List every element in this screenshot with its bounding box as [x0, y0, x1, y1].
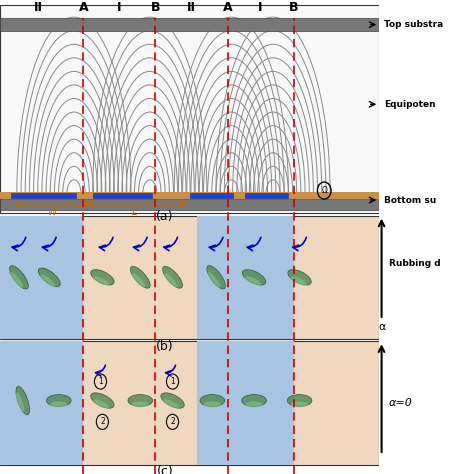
Ellipse shape	[10, 272, 23, 288]
Text: 1: 1	[170, 377, 175, 386]
Ellipse shape	[208, 272, 220, 288]
Ellipse shape	[207, 265, 226, 289]
Ellipse shape	[128, 394, 153, 407]
Bar	[0, 341, 379, 465]
Text: A: A	[223, 1, 232, 14]
Ellipse shape	[93, 400, 109, 409]
Text: I: I	[257, 1, 262, 14]
Ellipse shape	[164, 273, 177, 288]
Text: A: A	[79, 1, 88, 14]
Ellipse shape	[246, 401, 263, 407]
Ellipse shape	[163, 266, 182, 288]
Ellipse shape	[287, 394, 312, 407]
Bar	[0, 18, 379, 31]
Text: 2: 2	[170, 418, 175, 426]
Bar	[0, 199, 379, 210]
Text: B: B	[151, 1, 160, 14]
Bar	[197, 341, 294, 465]
Text: 1: 1	[98, 377, 103, 386]
Ellipse shape	[130, 266, 150, 288]
Ellipse shape	[204, 401, 221, 407]
Bar	[93, 193, 152, 198]
Ellipse shape	[16, 392, 24, 412]
Text: Rubbing d: Rubbing d	[389, 259, 440, 267]
Bar	[0, 216, 83, 339]
Ellipse shape	[291, 276, 307, 285]
Text: B: B	[289, 1, 299, 14]
Bar	[0, 341, 83, 465]
Text: Ω: Ω	[321, 186, 327, 195]
Text: (b): (b)	[156, 340, 174, 353]
Bar	[245, 193, 288, 198]
Ellipse shape	[16, 386, 29, 415]
Text: Equipoten: Equipoten	[384, 100, 436, 109]
Text: L: L	[132, 207, 137, 217]
Ellipse shape	[245, 276, 261, 285]
Ellipse shape	[291, 401, 308, 407]
Text: II: II	[34, 1, 42, 14]
Ellipse shape	[46, 394, 71, 407]
Text: I: I	[117, 1, 122, 14]
Ellipse shape	[132, 401, 149, 407]
Ellipse shape	[288, 270, 311, 285]
Text: W: W	[47, 207, 57, 217]
Bar	[197, 216, 294, 339]
Ellipse shape	[50, 401, 67, 407]
Text: (a): (a)	[156, 210, 173, 223]
Bar	[190, 193, 233, 198]
Ellipse shape	[38, 268, 60, 287]
Text: (c): (c)	[156, 465, 173, 474]
Ellipse shape	[40, 274, 55, 287]
Ellipse shape	[161, 393, 184, 408]
Bar	[11, 193, 76, 198]
Ellipse shape	[242, 394, 266, 407]
Ellipse shape	[93, 276, 109, 285]
Bar	[0, 5, 379, 213]
Text: α=0: α=0	[389, 398, 412, 408]
Ellipse shape	[164, 400, 180, 409]
Ellipse shape	[132, 273, 145, 288]
Bar	[0, 192, 379, 199]
Text: α: α	[378, 322, 385, 332]
Ellipse shape	[91, 393, 114, 408]
Ellipse shape	[9, 265, 28, 289]
Ellipse shape	[200, 394, 225, 407]
Ellipse shape	[91, 270, 114, 285]
Bar	[0, 216, 379, 339]
Text: Bottom su: Bottom su	[384, 196, 436, 204]
Text: II: II	[187, 1, 196, 14]
Ellipse shape	[242, 270, 266, 285]
Text: Top substra: Top substra	[384, 20, 443, 29]
Text: 2: 2	[100, 418, 105, 426]
